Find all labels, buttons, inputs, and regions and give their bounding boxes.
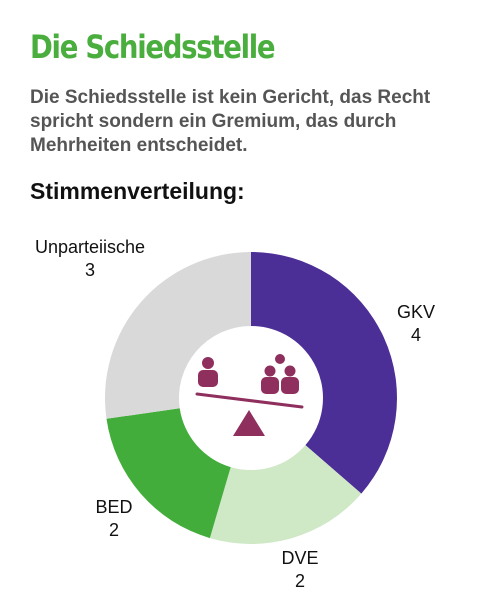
slice-unparteiische (105, 252, 251, 419)
chart-slices (105, 252, 397, 545)
slice-value-bed: 2 (109, 520, 119, 540)
donut-chart: GKV 4 DVE 2 BED 2 Unparteiische 3 (35, 237, 435, 591)
slice-dve (209, 445, 362, 545)
page-subtitle: Die Schiedsstelle ist kein Gericht, das … (30, 87, 431, 156)
slice-bed (106, 408, 231, 539)
slice-value-dve: 2 (295, 571, 305, 591)
slice-label-unparteiische: Unparteiische (35, 237, 145, 257)
scales-of-balance-people-icon (195, 354, 304, 436)
slice-label-dve: DVE (281, 548, 318, 568)
page-title: Die Schiedsstelle (30, 28, 276, 66)
section-heading: Stimmenverteilung: (30, 178, 245, 204)
slice-label-bed: BED (95, 497, 132, 517)
chart-labels: GKV 4 DVE 2 BED 2 Unparteiische 3 (35, 237, 435, 591)
slice-value-unparteiische: 3 (85, 260, 95, 280)
slice-label-gkv: GKV (397, 302, 435, 322)
slice-value-gkv: 4 (411, 325, 421, 345)
slice-gkv (251, 252, 397, 494)
